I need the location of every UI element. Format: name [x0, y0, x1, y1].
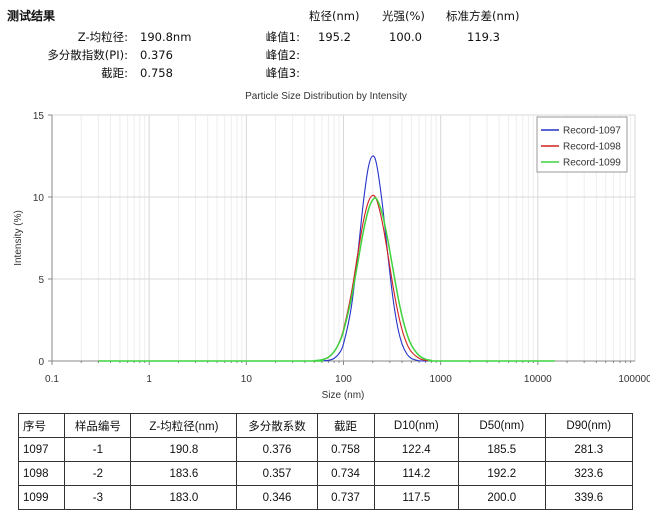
- y-axis-label: Intensity (%): [13, 210, 24, 266]
- table-cell: 339.6: [544, 485, 634, 510]
- legend-label: Record-1097: [563, 126, 621, 137]
- table-cell: 0.758: [316, 437, 375, 462]
- legend-box: [536, 116, 628, 173]
- table-cell: -3: [64, 485, 132, 510]
- table-cell: 1098: [17, 461, 66, 486]
- table-cell: 192.2: [458, 461, 546, 486]
- x-axis-label: Size (nm): [322, 390, 365, 401]
- x-tick-label: 1000: [430, 374, 453, 385]
- peak1-label: 峰值1:: [265, 30, 300, 44]
- table-cell: -1: [64, 437, 132, 462]
- table-cell: 117.5: [373, 485, 460, 510]
- table-cell: 0.376: [236, 437, 318, 462]
- table-row: 1097 -1 190.8 0.376 0.758 122.4 185.5 281.3: [17, 437, 634, 462]
- z-avg-value: 190.8nm: [140, 30, 192, 44]
- table-cell: D90(nm): [544, 413, 634, 438]
- table-cell: 样品编号: [64, 413, 132, 438]
- table-cell: 122.4: [373, 437, 460, 462]
- table-cell: 1099: [17, 485, 66, 510]
- y-tick-label: 0: [38, 357, 44, 368]
- table-row: 1098 -2 183.6 0.357 0.734 114.2 192.2 323.6: [17, 461, 634, 486]
- pi-value: 0.376: [140, 48, 173, 62]
- peak1-std: 119.3: [467, 30, 500, 44]
- peak3-label: 峰值3:: [265, 66, 300, 80]
- x-tick-label: 0.1: [45, 374, 59, 385]
- table-cell: 183.6: [130, 461, 238, 486]
- peak2-label: 峰值2:: [265, 48, 300, 62]
- table-cell: 323.6: [544, 461, 634, 486]
- peak1-size: 195.2: [318, 30, 351, 44]
- table-cell: 0.357: [236, 461, 318, 486]
- table-cell: D10(nm): [373, 413, 460, 438]
- x-tick-label: 10: [241, 374, 253, 385]
- x-tick-label: 100: [335, 374, 352, 385]
- table-cell: 1097: [17, 437, 66, 462]
- peak1-intensity: 100.0: [389, 30, 422, 44]
- results-title: 测试结果: [7, 9, 56, 23]
- table-cell: 200.0: [458, 485, 546, 510]
- legend-label: Record-1099: [563, 158, 621, 169]
- table-cell: 190.8: [130, 437, 238, 462]
- results-table: 序号 样品编号 Z-均粒径(nm) 多分散系数 截距 D10(nm) D50(nm) D90(…: [17, 413, 634, 510]
- peak-header-intensity: 光强(%): [382, 9, 425, 23]
- table-cell: -2: [64, 461, 132, 486]
- intercept-value: 0.758: [140, 66, 173, 80]
- peak-header-size: 粒径(nm): [309, 9, 360, 23]
- pi-label: 多分散指数(PI):: [47, 48, 128, 62]
- series-line-record-1097: [98, 155, 555, 362]
- intercept-label: 截距:: [101, 66, 128, 80]
- table-cell: 截距: [316, 413, 375, 438]
- y-tick-label: 5: [38, 275, 44, 286]
- x-tick-label: 1: [146, 374, 152, 385]
- legend: Record-1097 Record-1098 Record-1099: [536, 116, 628, 173]
- z-avg-label: Z-均粒径:: [77, 30, 128, 44]
- series-line-record-1098: [98, 194, 555, 362]
- table-cell: Z-均粒径(nm): [130, 413, 238, 438]
- x-tick-label: 100000: [618, 374, 650, 385]
- peak-header-std: 标准方差(nm): [446, 9, 520, 23]
- y-tick-label: 10: [33, 193, 45, 204]
- table-cell: 183.0: [130, 485, 238, 510]
- table-cell: 114.2: [373, 461, 460, 486]
- chart-title: Particle Size Distribution by Intensity: [245, 91, 407, 102]
- y-tick-label: 15: [33, 111, 45, 122]
- table-cell: 序号: [17, 413, 66, 438]
- table-cell: 281.3: [544, 437, 634, 462]
- table-cell: 0.737: [316, 485, 375, 510]
- table-cell: 多分散系数: [236, 413, 318, 438]
- table-cell: 0.346: [236, 485, 318, 510]
- table-row: 1099 -3 183.0 0.346 0.737 117.5 200.0 339.6: [17, 485, 634, 510]
- table-cell: D50(nm): [458, 413, 546, 438]
- series-line-record-1099: [98, 197, 555, 362]
- table-cell: 0.734: [316, 461, 375, 486]
- size-distribution-chart: Particle Size Distribution by Intensity …: [13, 91, 650, 401]
- x-tick-label: 10000: [524, 374, 552, 385]
- table-cell: 185.5: [458, 437, 546, 462]
- legend-label: Record-1098: [563, 142, 621, 153]
- table-header-row: 序号 样品编号 Z-均粒径(nm) 多分散系数 截距 D10(nm) D50(nm) D90(…: [17, 413, 634, 438]
